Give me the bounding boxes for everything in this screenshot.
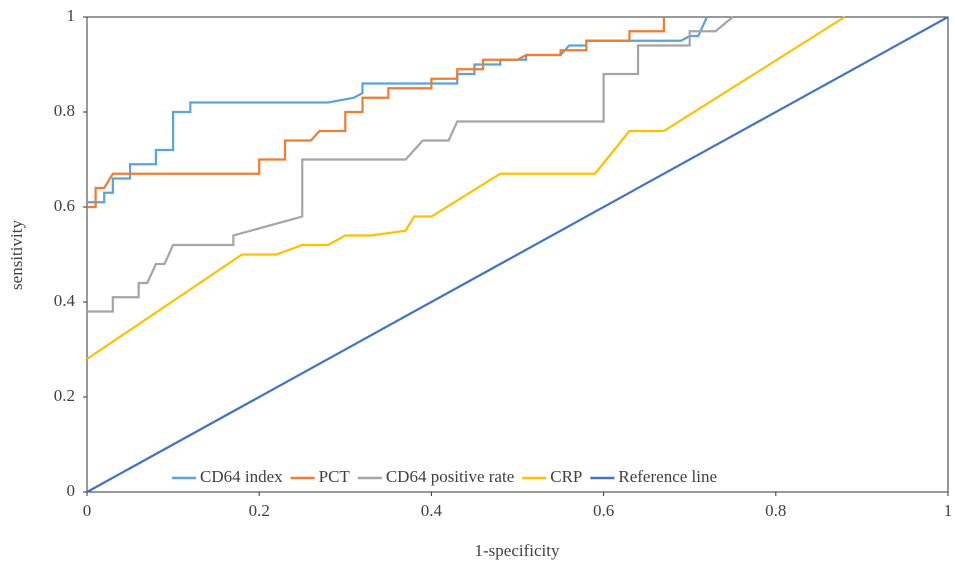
legend-label: CD64 positive rate (386, 467, 514, 486)
x-tick-label: 0 (83, 501, 92, 520)
x-axis-label: 1-specificity (475, 541, 560, 560)
x-tick-label: 1 (944, 501, 953, 520)
x-tick-label: 0.8 (765, 501, 786, 520)
series-line (87, 17, 665, 209)
y-tick-label: 1 (67, 6, 76, 25)
x-tick-label: 0.4 (421, 501, 443, 520)
legend-label: CD64 index (200, 467, 283, 486)
x-tick-label: 0.6 (593, 501, 614, 520)
y-tick-label: 0.6 (54, 196, 75, 215)
legend-label: PCT (319, 467, 351, 486)
x-tick-label: 0.2 (249, 501, 270, 520)
series-line (87, 16, 734, 313)
y-tick-label: 0.4 (54, 291, 76, 310)
legend-label: CRP (550, 467, 582, 486)
y-tick-label: 0.8 (54, 101, 75, 120)
series-line (86, 16, 949, 493)
series-line (86, 16, 846, 360)
y-tick-label: 0.2 (54, 386, 75, 405)
y-axis-label: sensitivity (7, 220, 26, 290)
legend-label: Reference line (618, 467, 717, 486)
y-tick-label: 0 (67, 481, 76, 500)
plot-frame (86, 16, 949, 493)
